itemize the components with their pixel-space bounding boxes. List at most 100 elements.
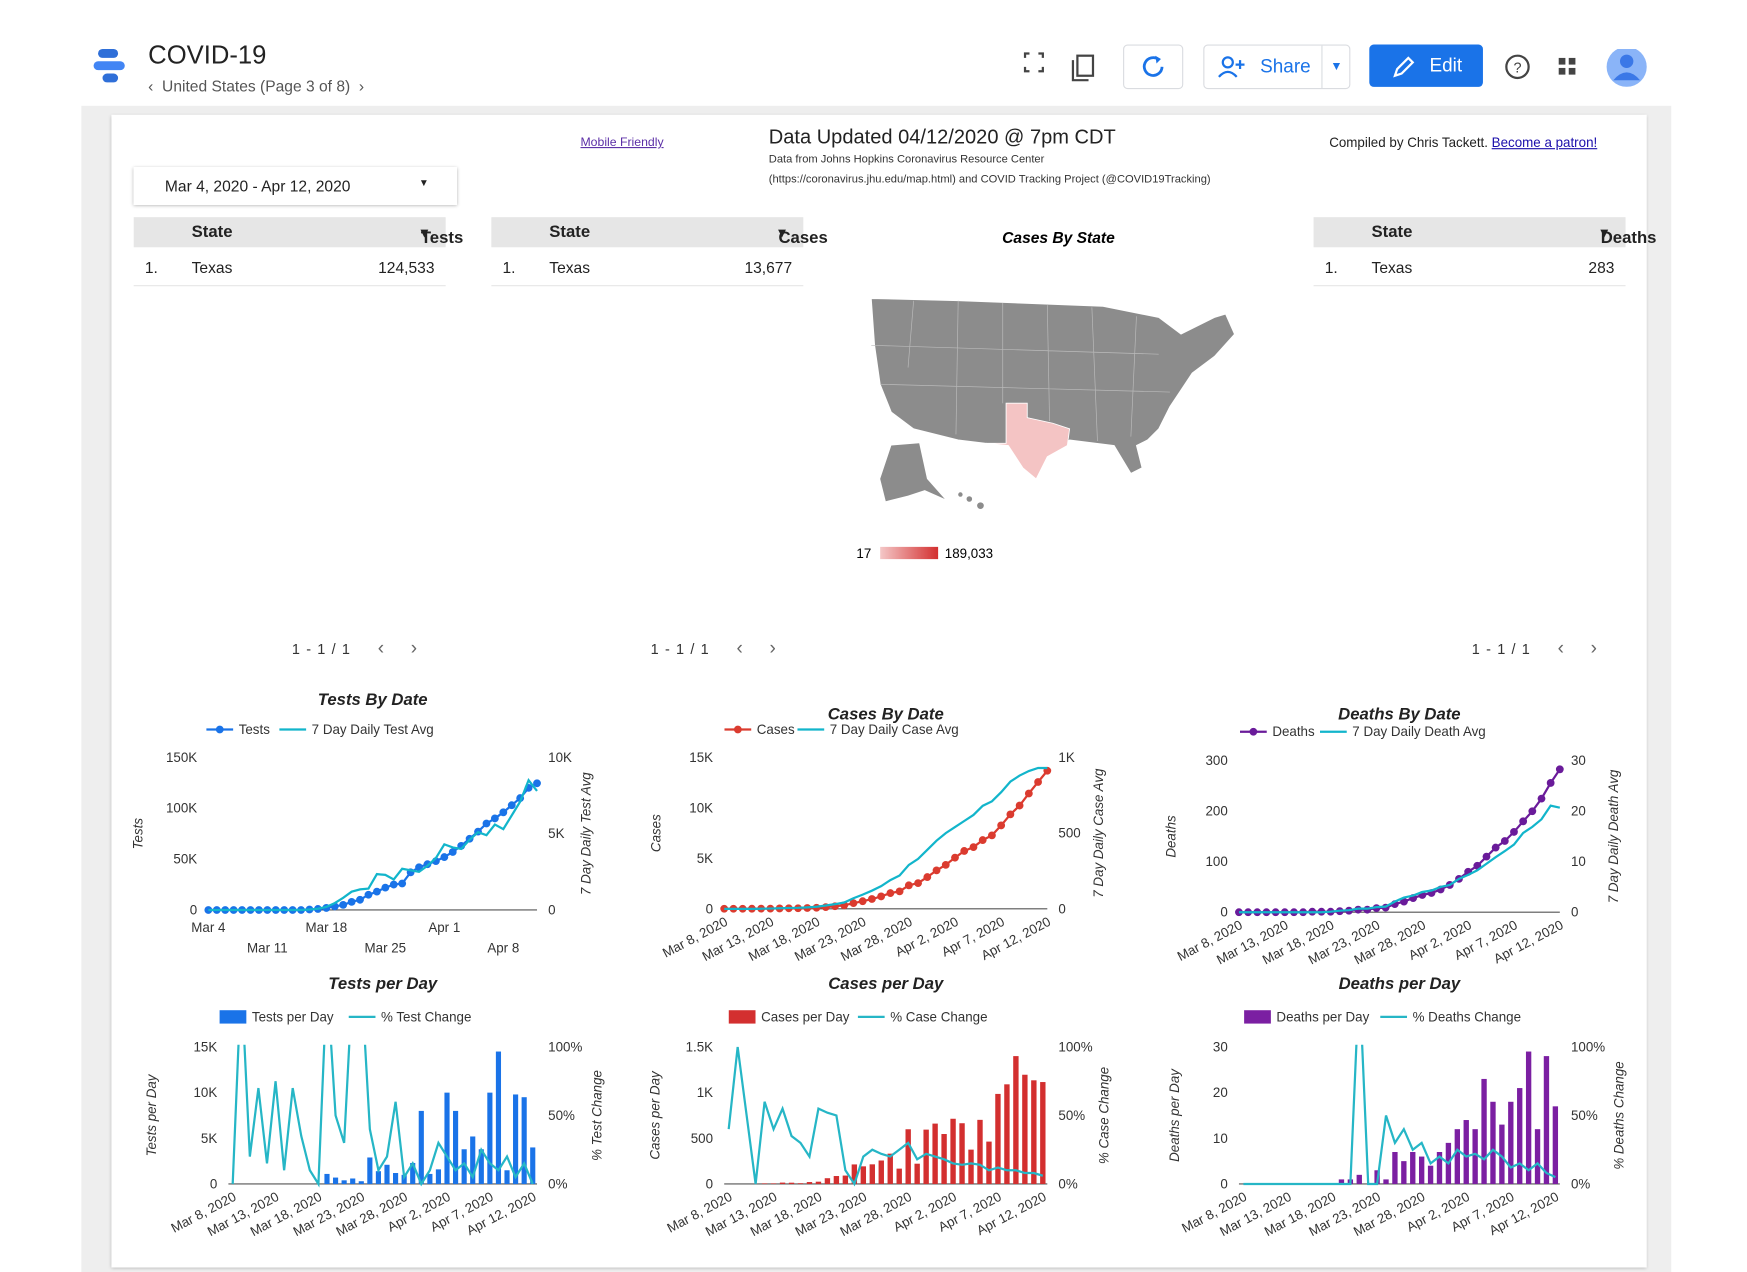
bar [530, 1147, 536, 1184]
plot-area [1235, 765, 1564, 917]
point [951, 853, 959, 862]
page-arrows[interactable]: ‹ › [377, 637, 419, 659]
bar [1481, 1078, 1487, 1184]
chart-title: Cases per Day [828, 974, 944, 993]
legend-label: 7 Day Daily Case Avg [830, 722, 959, 737]
line [724, 770, 1049, 910]
bar [860, 1166, 867, 1184]
column-header[interactable]: State [191, 222, 233, 242]
chart-title: Tests By Date [318, 690, 428, 709]
page-nav[interactable]: ‹ United States (Page 3 of 8) › [148, 76, 365, 95]
point [1510, 828, 1518, 836]
point [858, 897, 867, 906]
point [389, 880, 398, 889]
pagination: 1 - 1 / 1 ‹ › [292, 637, 418, 659]
column-header[interactable]: Deaths [1600, 228, 1657, 248]
bar [384, 1164, 390, 1184]
column-header[interactable]: Tests [420, 228, 464, 248]
toolbar-icons[interactable] [1019, 49, 1142, 89]
point [932, 866, 941, 875]
bar [1525, 1051, 1532, 1184]
pagination: 1 - 1 / 1 ‹ › [1472, 637, 1598, 659]
table-header: State Cases ▾ [491, 217, 828, 248]
page-arrows[interactable]: ‹ › [1557, 637, 1599, 659]
line [727, 1046, 1044, 1187]
table: State Deaths ▾ 1. Texas 283 [1313, 217, 1656, 287]
cell: 1. [1324, 258, 1338, 277]
map[interactable] [870, 298, 1236, 510]
point [1546, 779, 1555, 787]
tick-label: 5K [548, 826, 564, 841]
bar [504, 1170, 510, 1184]
point [941, 860, 950, 869]
line [231, 1044, 534, 1188]
point [490, 814, 499, 823]
legend-swatch [728, 1010, 756, 1024]
patron-link[interactable]: Become a patron! [1491, 134, 1598, 151]
tick-label: 1K [697, 1085, 713, 1100]
bar [788, 1182, 795, 1184]
page-count: 1 - 1 / 1 [650, 640, 710, 658]
y-axis-label: Tests [131, 818, 146, 850]
table: State Tests ▾ 1. Texas 124,533 [133, 217, 463, 287]
bar [1436, 1152, 1443, 1184]
column-header[interactable]: State [1371, 222, 1413, 242]
legend-swatch [219, 1010, 247, 1024]
tick-label: 30 [1571, 753, 1586, 768]
legend-item: % Deaths Change [1380, 1009, 1521, 1024]
bar [1534, 1129, 1541, 1184]
y2-axis-label: % Deaths Change [1611, 1061, 1626, 1169]
mobile-link[interactable]: Mobile Friendly [580, 135, 664, 150]
bar [521, 1097, 527, 1184]
tick-label: 0 [706, 1176, 713, 1191]
account-icons[interactable]: ? [1502, 49, 1658, 87]
column-header[interactable]: Cases [778, 228, 828, 248]
bar [824, 1178, 831, 1184]
tick-label: 1.5K [686, 1039, 714, 1054]
point [849, 899, 858, 908]
share-button[interactable]: Share ▼ [1203, 44, 1351, 90]
edit-button[interactable]: Edit [1369, 44, 1483, 87]
tick-label: 0 [1220, 905, 1227, 920]
bar [887, 1153, 893, 1184]
plot-area [204, 778, 541, 914]
bar [842, 1175, 849, 1184]
column-header[interactable]: State [549, 222, 591, 242]
tick-label: 500 [1058, 826, 1080, 841]
plot-area [231, 1044, 536, 1188]
point [347, 897, 356, 906]
map-scale-min: 17 [856, 546, 871, 561]
legend-label: Cases [757, 722, 795, 737]
bar [914, 1163, 920, 1184]
point [877, 892, 886, 901]
tick-label: 100% [1058, 1039, 1092, 1054]
legend-label: Deaths [1272, 724, 1315, 739]
point [533, 779, 541, 788]
bar [806, 1182, 813, 1184]
point [339, 900, 348, 909]
point [1555, 765, 1564, 774]
point [997, 821, 1006, 830]
bar [444, 1092, 450, 1184]
bar [1338, 1179, 1345, 1184]
point [356, 895, 364, 904]
bar [470, 1136, 476, 1184]
cell: 124,533 [378, 258, 435, 277]
bar [495, 1051, 502, 1184]
bar [1004, 1084, 1010, 1184]
date-range-control[interactable]: Mar 4, 2020 - Apr 12, 2020 ▼ [134, 167, 457, 205]
point [868, 895, 876, 903]
x-tick-label: Apr 1 [428, 920, 460, 935]
tick-label: 500 [691, 1131, 713, 1146]
plot-area [1243, 1044, 1559, 1186]
refresh-button[interactable] [1123, 44, 1184, 90]
tick-label: 0 [548, 902, 555, 917]
point [1482, 852, 1491, 861]
point [988, 831, 996, 840]
tick-label: 50K [173, 852, 197, 867]
point [373, 887, 381, 896]
tick-label: 100% [1571, 1039, 1605, 1054]
tick-label: 0% [548, 1176, 567, 1191]
table-header: State Tests ▾ [133, 217, 463, 248]
page-arrows[interactable]: ‹ › [736, 637, 777, 659]
